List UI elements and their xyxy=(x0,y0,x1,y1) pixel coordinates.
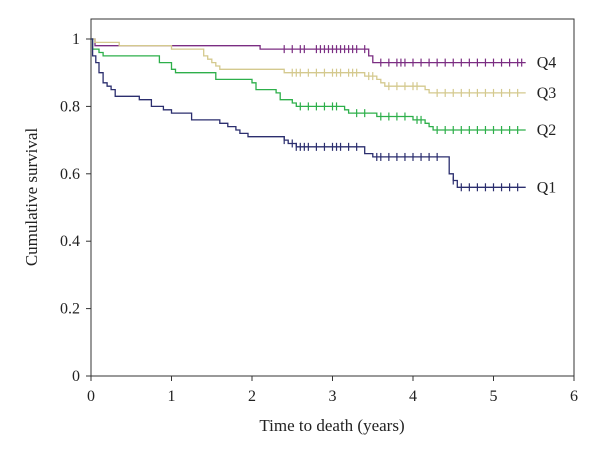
x-tick-label: 2 xyxy=(248,388,256,405)
series-line-q1 xyxy=(91,38,526,188)
x-tick-label: 1 xyxy=(168,388,176,405)
series-line-q4 xyxy=(91,38,526,64)
series-line-q3 xyxy=(91,38,526,94)
y-axis: 0 0.2 0.4 0.6 0.8 1 xyxy=(60,31,91,385)
y-tick-label: 1 xyxy=(72,31,80,48)
y-tick-label: 0.6 xyxy=(60,166,80,183)
y-tick-label: 0 xyxy=(72,368,80,385)
series-labels: Q4 Q3 Q2 Q1 xyxy=(537,55,557,197)
y-tick-label: 0.8 xyxy=(60,98,80,115)
series-label-q3: Q3 xyxy=(537,85,557,102)
series-label-q4: Q4 xyxy=(537,55,557,72)
y-axis-title: Cumulative survival xyxy=(22,128,41,267)
x-tick-label: 6 xyxy=(570,388,578,405)
x-tick-label: 5 xyxy=(490,388,498,405)
series-label-q2: Q2 xyxy=(537,122,557,139)
x-tick-label: 0 xyxy=(87,388,95,405)
y-tick-label: 0.2 xyxy=(60,301,80,318)
x-axis-title: Time to death (years) xyxy=(259,416,404,435)
x-axis: 0 1 2 3 4 5 6 xyxy=(87,376,578,405)
series-line-q2 xyxy=(91,38,526,131)
y-tick-label: 0.4 xyxy=(60,233,80,250)
series-layer xyxy=(91,38,526,192)
x-tick-label: 4 xyxy=(409,388,417,405)
x-tick-label: 3 xyxy=(329,388,337,405)
series-label-q1: Q1 xyxy=(537,179,557,196)
